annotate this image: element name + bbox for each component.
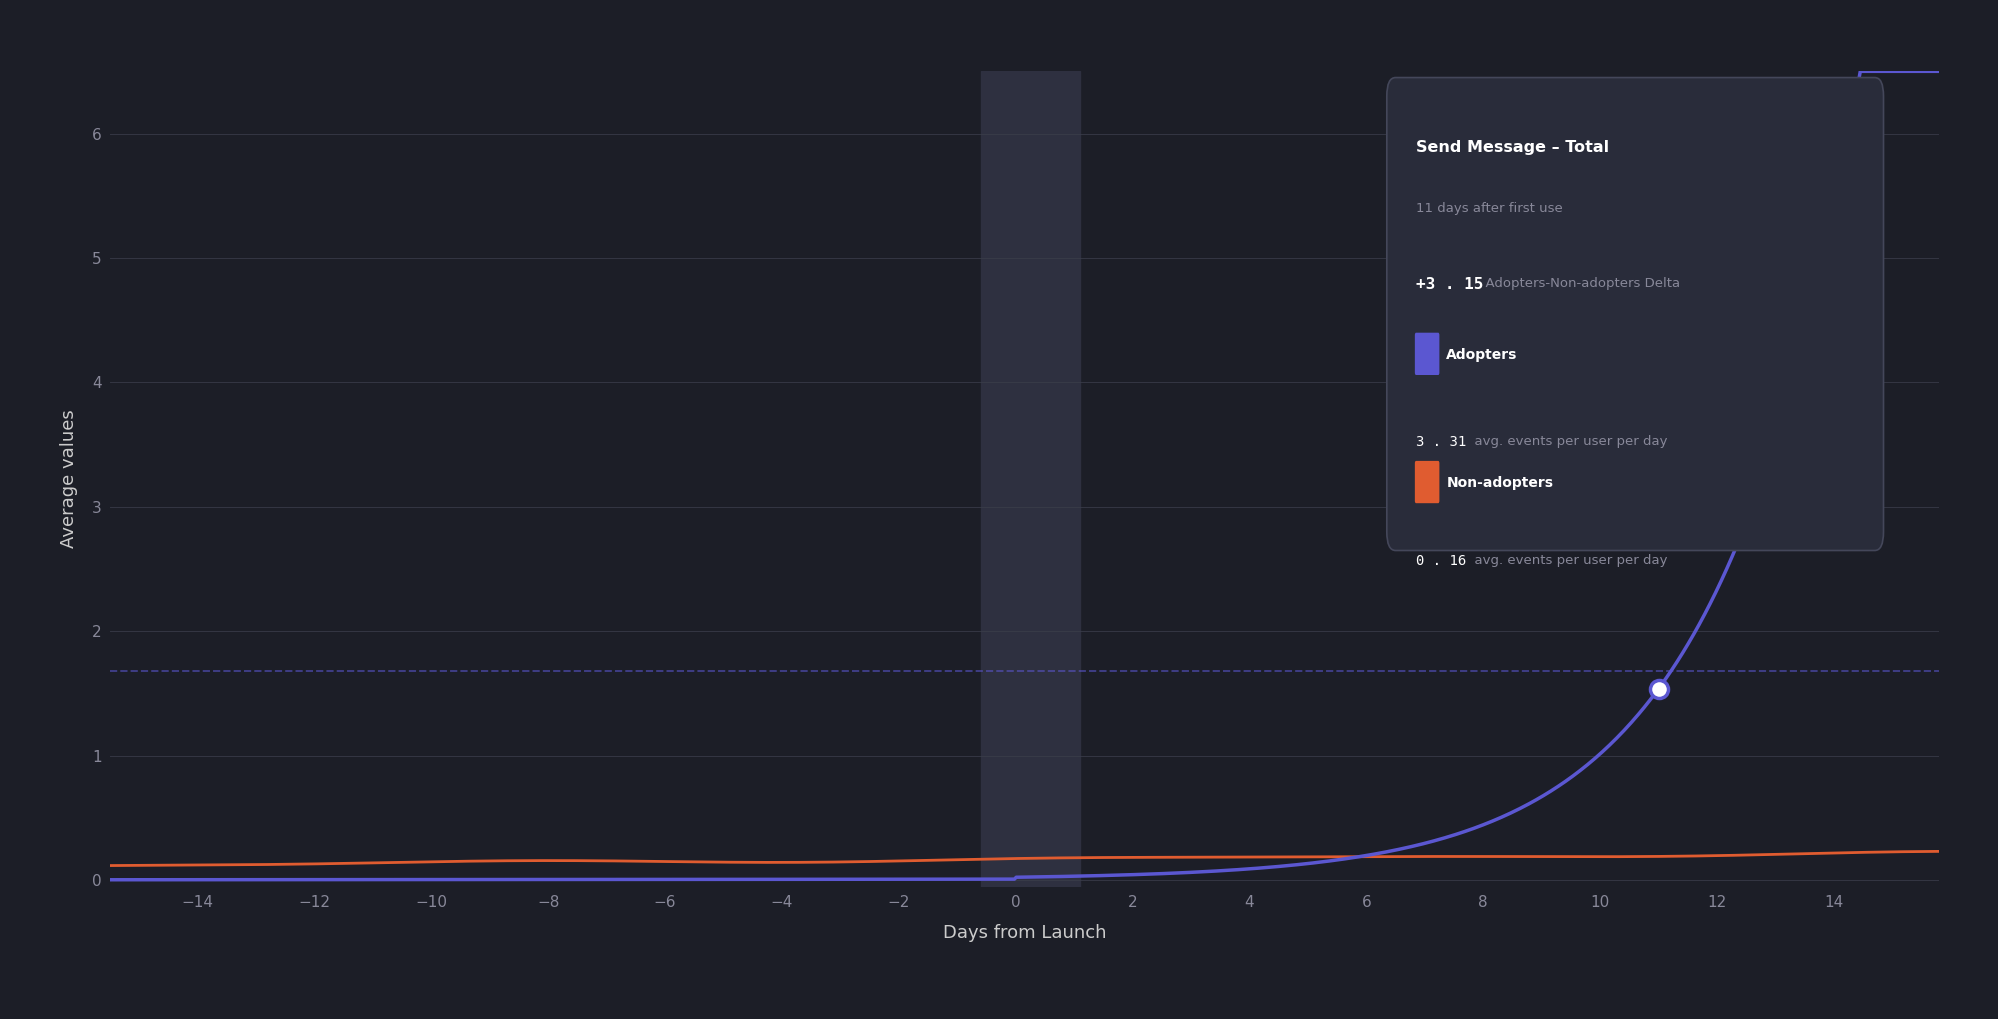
Text: 3 . 31: 3 . 31 [1415, 435, 1467, 448]
Bar [981, 71, 1079, 887]
FancyBboxPatch shape [1387, 77, 1882, 550]
X-axis label: Days from Launch: Days from Launch [943, 924, 1105, 942]
Text: Adopters: Adopters [1447, 348, 1516, 362]
Text: 11 days after first use: 11 days after first use [1415, 202, 1562, 215]
Text: avg. events per user per day: avg. events per user per day [1465, 554, 1666, 568]
Text: Send Message – Total: Send Message – Total [1415, 140, 1608, 155]
Y-axis label: Average values: Average values [60, 410, 78, 548]
FancyBboxPatch shape [1415, 461, 1439, 503]
Text: Non-adopters: Non-adopters [1447, 476, 1552, 490]
FancyBboxPatch shape [1415, 332, 1439, 375]
Text: Adopters-Non-adopters Delta: Adopters-Non-adopters Delta [1477, 277, 1680, 289]
Text: +3 . 15: +3 . 15 [1415, 277, 1483, 291]
Text: 0 . 16: 0 . 16 [1415, 554, 1467, 569]
Text: avg. events per user per day: avg. events per user per day [1465, 435, 1666, 447]
